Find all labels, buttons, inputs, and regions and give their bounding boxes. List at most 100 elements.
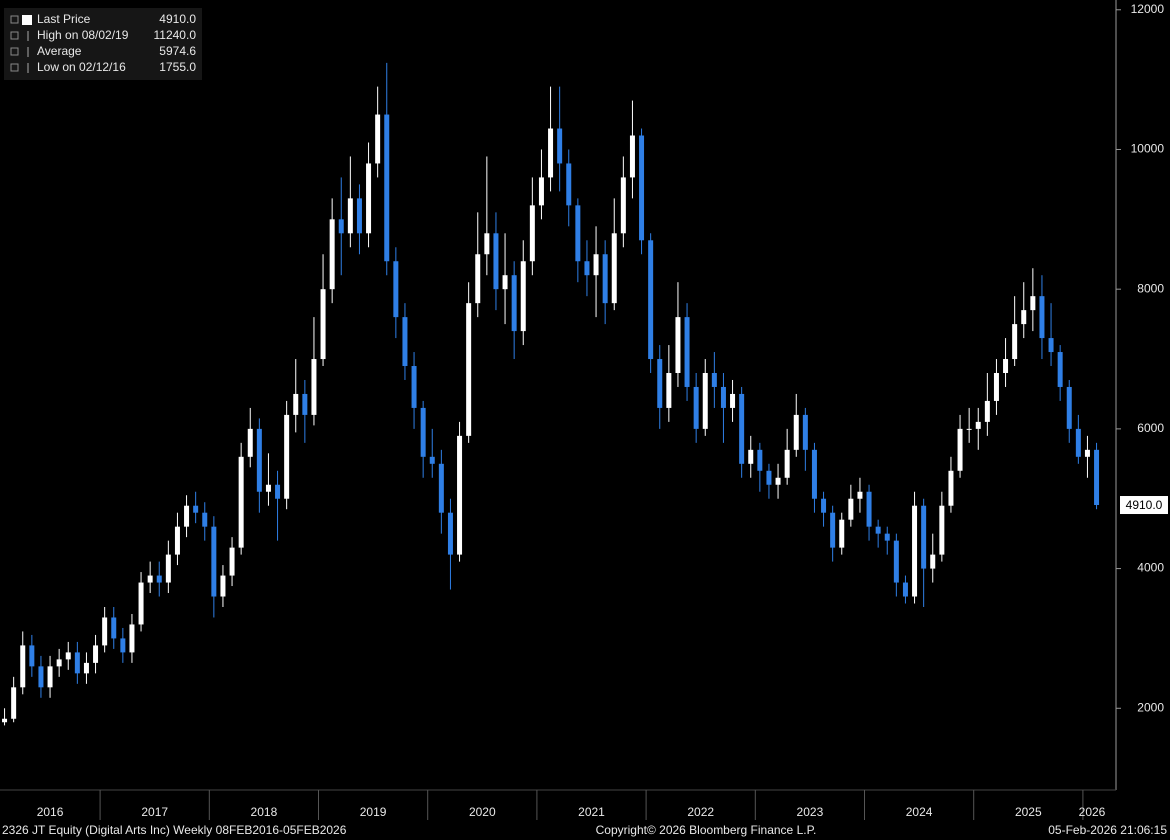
candle-body: [548, 128, 554, 178]
legend-icon: [22, 15, 32, 25]
candle-body: [447, 512, 453, 555]
candle-body: [1030, 296, 1036, 311]
legend-toggle: [10, 31, 19, 40]
candle-body: [657, 359, 663, 408]
candle-body: [593, 254, 599, 276]
legend-value: 11240.0: [154, 28, 197, 42]
candle-body: [529, 205, 535, 262]
candle-body: [20, 645, 26, 688]
candle-body: [1066, 386, 1072, 429]
candle-body: [93, 645, 99, 663]
candle-body: [329, 219, 335, 290]
candle-body: [1084, 449, 1090, 457]
candle-body: [65, 652, 71, 660]
candle-body: [420, 407, 426, 457]
legend-box: [4, 8, 202, 80]
x-tick-label: 2018: [251, 805, 278, 819]
candle-body: [156, 575, 162, 583]
x-tick-label: 2023: [797, 805, 824, 819]
candle-body: [912, 505, 918, 597]
candle-body: [684, 317, 690, 387]
legend-value: 5974.6: [159, 44, 196, 58]
candle-body: [993, 372, 999, 401]
candle-body: [311, 359, 317, 415]
candle-body: [138, 582, 144, 625]
candle-body: [857, 491, 863, 499]
candle-body: [675, 317, 681, 373]
candle-body: [1075, 428, 1081, 457]
candle-body: [475, 254, 481, 304]
candle-body: [347, 198, 353, 234]
candle-body: [802, 414, 808, 450]
candle-body: [884, 533, 890, 541]
candle-body: [566, 163, 572, 206]
legend-name: Last Price: [37, 12, 91, 26]
candle-body: [1094, 449, 1100, 506]
x-tick-label: 2024: [906, 805, 933, 819]
candle-body: [256, 428, 262, 492]
candle-body: [338, 219, 344, 234]
candle-body: [875, 526, 881, 534]
candle-body: [629, 135, 635, 178]
candle-body: [966, 428, 972, 430]
candle-body: [748, 449, 754, 464]
candle-body: [293, 393, 299, 415]
candle-body: [666, 372, 672, 408]
candle-body: [38, 666, 44, 688]
legend-toggle: [10, 15, 19, 24]
candle-body: [757, 449, 763, 471]
candle-body: [275, 484, 281, 499]
candle-body: [502, 275, 508, 290]
candle-body: [56, 659, 62, 667]
candle-body: [921, 505, 927, 569]
candle-body: [830, 512, 836, 548]
legend-toggle: [10, 63, 19, 72]
candle-body: [238, 456, 244, 548]
candle-body: [902, 582, 908, 597]
x-tick-label: 2025: [1015, 805, 1042, 819]
y-tick-label: 2000: [1137, 700, 1164, 714]
candle-body: [948, 470, 954, 506]
candle-body: [229, 547, 235, 576]
candle-body: [402, 317, 408, 367]
last-price-tag: [1120, 496, 1168, 515]
candle-body: [438, 463, 444, 513]
candle-body: [484, 233, 490, 255]
candle-body: [784, 449, 790, 478]
candle-body: [129, 624, 135, 653]
y-tick-label: 8000: [1137, 281, 1164, 295]
candle-body: [147, 575, 153, 583]
legend: Last Price 4910.0 High on 08/02/19 11240.0 A…: [10, 12, 197, 74]
candle-body: [939, 505, 945, 555]
candle-body: [639, 135, 645, 241]
candle-body: [1012, 324, 1018, 360]
legend-value: 4910.0: [159, 12, 196, 26]
x-tick-label: 2020: [469, 805, 496, 819]
candle-body: [29, 645, 35, 667]
candle-body: [602, 254, 608, 304]
candle-body: [720, 386, 726, 408]
candle-body: [83, 662, 89, 674]
legend-toggle: [10, 47, 19, 56]
candle-body: [793, 414, 799, 450]
candle-body: [457, 435, 463, 555]
footer-right: 05-Feb-2026 21:06:15: [1048, 823, 1167, 837]
footer-left: 2326 JT Equity (Digital Arts Inc) Weekly…: [2, 823, 347, 837]
candle-body: [538, 177, 544, 206]
x-tick-label: 2019: [360, 805, 387, 819]
x-tick-label: 2016: [37, 805, 64, 819]
candle-body: [821, 498, 827, 513]
legend-name: Low on 02/12/16: [37, 60, 126, 74]
candle-body: [202, 512, 208, 527]
y-tick-label: 4000: [1137, 561, 1164, 575]
y-tick-label: 6000: [1137, 421, 1164, 435]
candle-body: [893, 540, 899, 583]
candle-body: [1039, 296, 1045, 339]
y-tick-label: 10000: [1131, 142, 1165, 156]
candle-body: [120, 638, 126, 653]
candle-body: [320, 289, 326, 360]
candle-body: [584, 261, 590, 276]
legend-name: Average: [37, 44, 82, 58]
candle-body: [247, 428, 253, 457]
